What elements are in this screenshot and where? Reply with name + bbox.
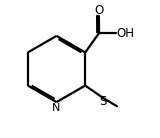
Text: N: N (52, 103, 61, 113)
Text: OH: OH (116, 27, 134, 40)
Text: O: O (94, 4, 104, 17)
Text: S: S (100, 95, 107, 108)
